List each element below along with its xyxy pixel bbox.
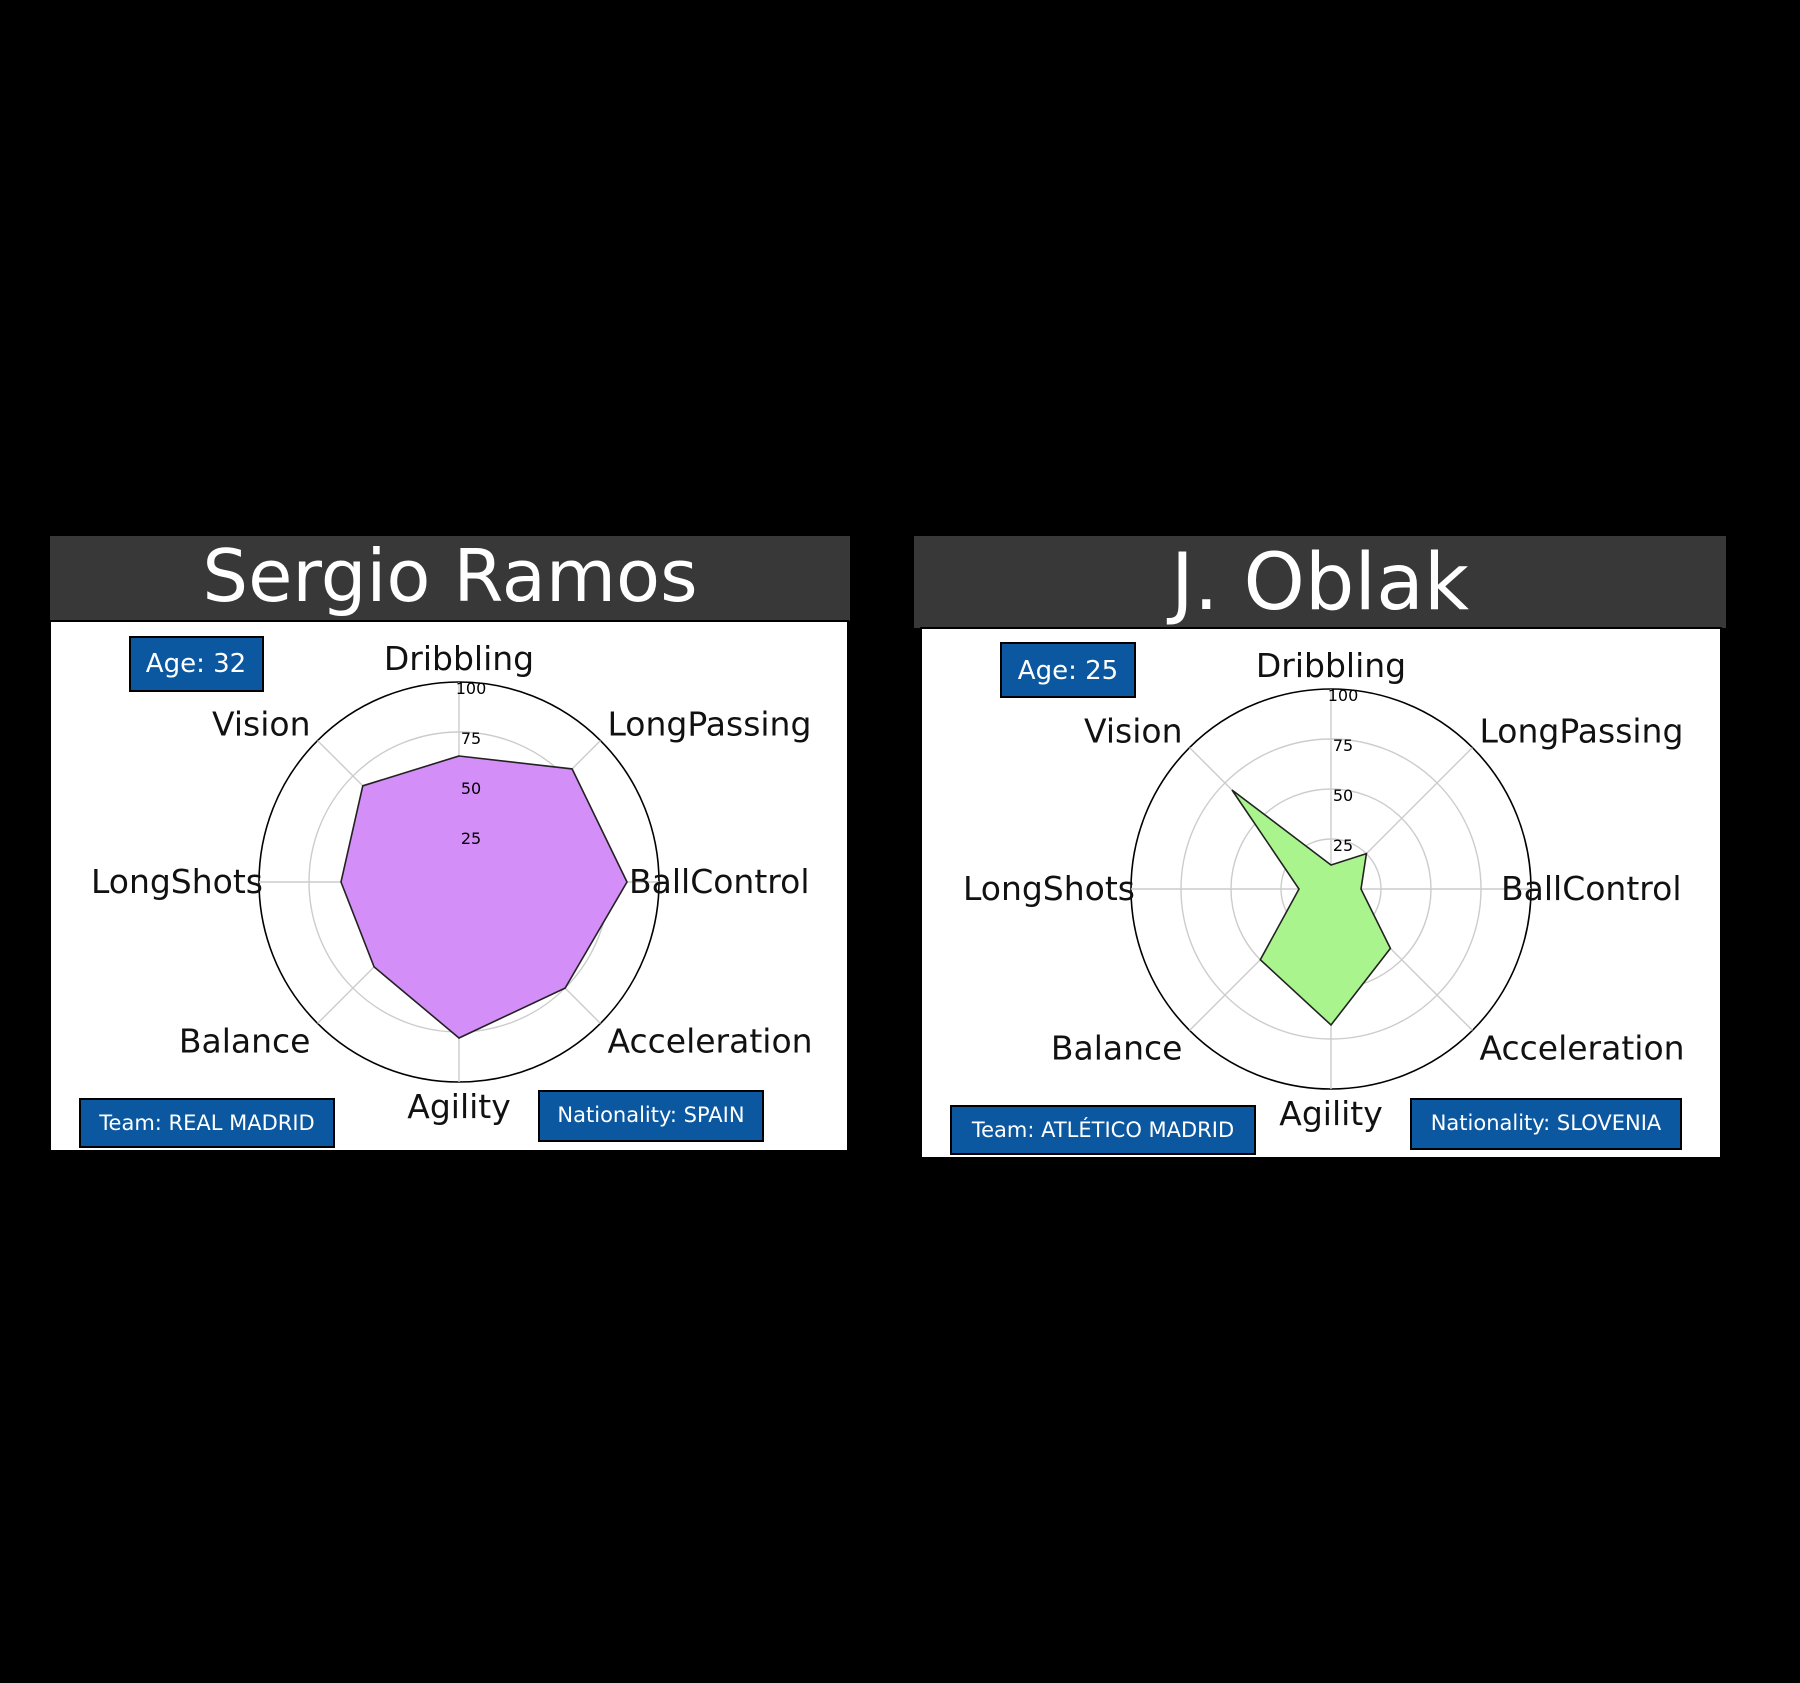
radial-tick-label: 100	[1328, 686, 1359, 705]
radial-tick-label: 25	[461, 829, 481, 848]
axis-label-balance: Balance	[179, 1022, 311, 1061]
radial-tick-label: 50	[1333, 786, 1353, 805]
nationality-badge	[1410, 1098, 1682, 1150]
card-title-bar	[914, 536, 1726, 628]
radial-tick-label: 75	[1333, 736, 1353, 755]
radar-data-polygon	[340, 755, 628, 1039]
axis-label-longpassing: LongPassing	[608, 705, 812, 744]
axis-label-dribbling: Dribbling	[1256, 646, 1406, 685]
nationality-badge-label: Nationality: SPAIN	[557, 1103, 744, 1127]
radial-tick-label: 75	[461, 729, 481, 748]
axis-label-agility: Agility	[407, 1087, 511, 1126]
radial-tick-label: 25	[1333, 836, 1353, 855]
age-badge-label: Age: 25	[1018, 656, 1118, 686]
axis-label-dribbling: Dribbling	[384, 639, 534, 678]
axis-label-longpassing: LongPassing	[1480, 712, 1684, 751]
axis-label-vision: Vision	[1084, 712, 1182, 751]
age-badge	[1000, 642, 1136, 698]
axis-label-acceleration: Acceleration	[608, 1022, 813, 1061]
axis-label-ballcontrol: BallControl	[629, 862, 810, 901]
team-badge	[950, 1105, 1256, 1155]
axis-label-balance: Balance	[1051, 1029, 1183, 1068]
team-badge-label: Team: ATLÉTICO MADRID	[971, 1117, 1234, 1142]
card-title: J. Oblak	[1166, 538, 1469, 628]
axis-label-longshots: LongShots	[91, 862, 263, 901]
nationality-badge	[538, 1090, 764, 1142]
axis-label-vision: Vision	[212, 705, 310, 744]
team-badge-label: Team: REAL MADRID	[98, 1111, 314, 1135]
radial-tick-label: 50	[461, 779, 481, 798]
axis-label-ballcontrol: BallControl	[1501, 869, 1682, 908]
axis-label-agility: Agility	[1279, 1094, 1383, 1133]
nationality-badge-label: Nationality: SLOVENIA	[1431, 1111, 1662, 1135]
axis-label-acceleration: Acceleration	[1480, 1029, 1685, 1068]
age-badge	[129, 636, 264, 692]
axis-label-longshots: LongShots	[963, 869, 1135, 908]
age-badge-label: Age: 32	[146, 649, 246, 679]
card-title: Sergio Ramos	[202, 534, 697, 618]
card-title-bar	[50, 536, 850, 621]
team-badge	[79, 1098, 335, 1148]
radar-data-polygon	[1231, 789, 1392, 1027]
radial-tick-label: 100	[456, 679, 487, 698]
